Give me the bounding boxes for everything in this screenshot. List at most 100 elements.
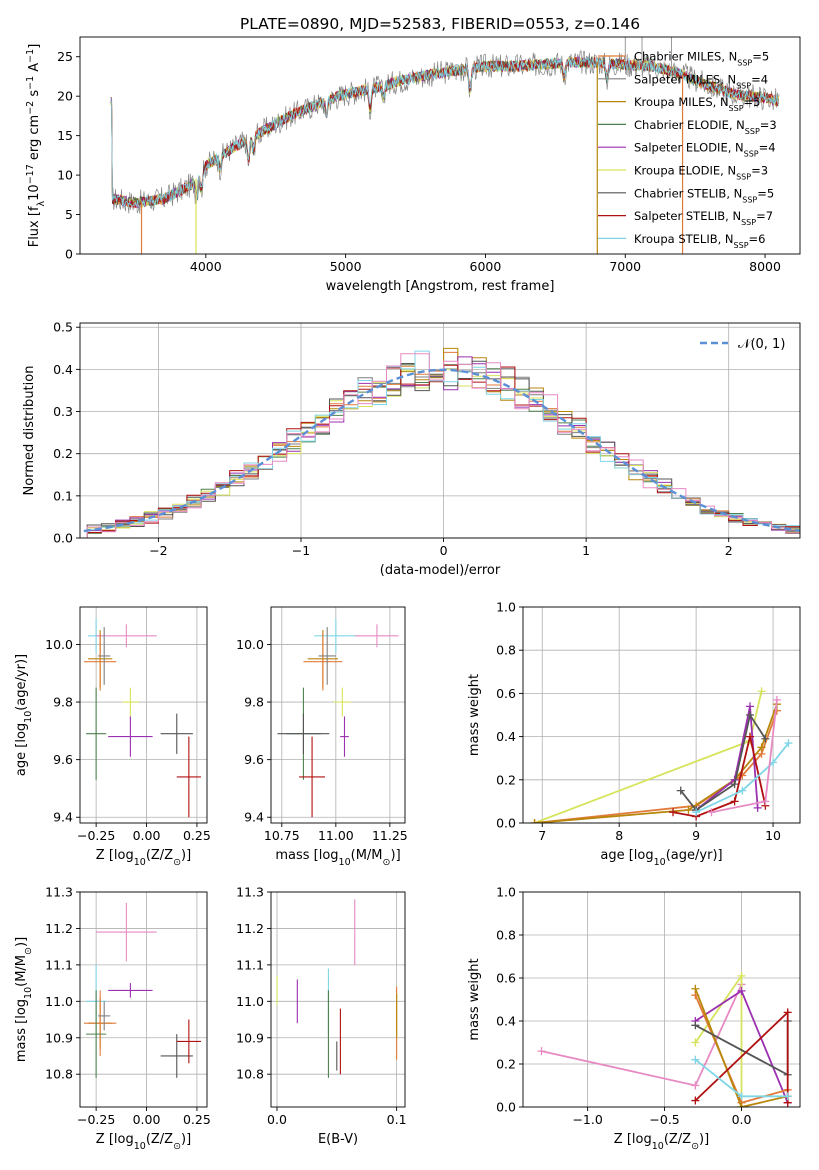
spectrum-legend-label-part: Kroupa STELIB, N xyxy=(634,232,734,246)
spectrum-ylabel-part: −1 xyxy=(25,49,36,63)
mass_weight_vs_Z-xtick-label: −1.0 xyxy=(572,1112,602,1127)
mass_vs_ebv-frame xyxy=(270,891,406,1108)
mass_weight_vs_age-xtick-label: 10 xyxy=(765,828,781,843)
age_vs_mass-xlabel-part: mass [log xyxy=(275,848,338,863)
residuals-xtick-label: 0 xyxy=(440,543,448,558)
spectrum-ylabel-part: ] xyxy=(27,44,42,49)
mass_weight_vs_age-marker xyxy=(738,786,747,795)
spectrum-ylabel-part: Flux [f xyxy=(27,206,42,247)
mass_vs_Z-xtick-label: 0.25 xyxy=(183,1112,211,1127)
mass_weight_vs_Z-marker xyxy=(737,986,746,995)
mass_weight_vs_age-xlabel-part: (age/yr)] xyxy=(666,848,723,863)
mass_weight_vs_Z-marker xyxy=(737,971,746,980)
mass_vs_Z-ytick-label: 11.2 xyxy=(45,921,73,936)
mass_weight_vs_Z-ytick-label: 1.0 xyxy=(496,885,516,900)
mass_vs_ebv-xlabel: E(B-V) xyxy=(318,1132,358,1147)
age_vs_Z-ylabel-part: 10 xyxy=(23,711,34,723)
mass_vs_Z-ytick-label: 11.3 xyxy=(45,885,73,900)
mass_vs_Z-ylabel-part: ⊙ xyxy=(23,947,34,955)
mass_vs_ebv-ytick-label: 11.1 xyxy=(236,957,264,972)
age_vs_Z-errorbar-point xyxy=(176,736,201,818)
spectrum-xtick-label: 5000 xyxy=(330,259,362,274)
spectrum-ytick-label: 5 xyxy=(65,207,73,222)
age_vs_mass-errorbar-point xyxy=(355,624,399,648)
spectrum-legend-label-part: SSP xyxy=(745,126,760,135)
spectrum-ytick-label: 10 xyxy=(57,168,73,183)
age_vs_mass-errorbar-point xyxy=(299,736,326,818)
spectrum-xtick-label: 8000 xyxy=(749,259,781,274)
spectrum-legend-label-part: SSP xyxy=(736,81,751,90)
spectrum-xlabel: wavelength [Angstrom, rest frame] xyxy=(326,279,555,294)
mass_vs_Z-ylabel-part: (M/M xyxy=(14,955,29,987)
spectrum-ylabel-part: s xyxy=(27,90,42,101)
spectrum-ylabel-part: λ xyxy=(36,200,47,206)
age_vs_mass-xlabel-part: (M/M xyxy=(351,848,383,863)
mass_weight_vs_age-marker xyxy=(730,797,739,806)
age_vs_mass-xlabel-part: ⊙ xyxy=(383,857,391,868)
spectrum-xtick-label: 7000 xyxy=(609,259,641,274)
mass_vs_Z-axes: −0.25 0.00 0.25 10.8 10.9 11.0 11.1 11.2 11.3 Z [… xyxy=(14,885,211,1152)
spectrum-legend-label-part: =4 xyxy=(751,72,768,86)
spectrum-legend-label-part: SSP xyxy=(736,172,751,181)
mass_weight_vs_Z-xlabel-part: (Z/Z xyxy=(664,1132,691,1147)
spectrum-legend-label-part: SSP xyxy=(729,104,744,113)
mass_vs_Z-xtick-label: 0.00 xyxy=(133,1112,161,1127)
mass_weight_vs_age-xlabel-part: age [log xyxy=(600,848,653,863)
age_vs_mass-xtick-label: 11.00 xyxy=(318,828,354,843)
spectrum-ylabel-part: −1 xyxy=(25,76,36,90)
spectrum-ylabel-part: erg cm xyxy=(27,115,42,164)
mass_weight_vs_age-marker xyxy=(745,732,754,741)
mass_vs_ebv-axes: 0.0 0.1 10.8 10.9 11.0 11.1 11.2 11.3 E(B-V) xyxy=(236,885,406,1148)
mass_weight_vs_age-xtick-label: 7 xyxy=(538,828,546,843)
residuals-ytick-label: 0.1 xyxy=(53,488,73,503)
age_vs_Z-frame xyxy=(79,606,208,824)
mass_weight_vs_Z-marker xyxy=(737,1103,746,1107)
residuals-legend: 𝒩(0, 1) xyxy=(700,337,785,352)
mass_weight_vs_Z-marker xyxy=(691,1055,700,1064)
mass_weight_vs_Z-axes: −1.0 −0.5 0.0 0.0 0.2 0.4 0.6 0.8 1.0 Z [log10(Z/… xyxy=(467,885,801,1152)
mass_weight_vs_age-marker xyxy=(761,734,770,743)
age_vs_Z-ytick-label: 9.8 xyxy=(53,695,73,710)
spectrum-legend-label-part: Salpeter STELIB, N xyxy=(634,209,741,223)
spectrum-legend-label: Kroupa STELIB, NSSP=6 xyxy=(634,232,765,250)
mass_weight_vs_age-marker xyxy=(530,819,539,823)
mass_vs_Z-ylabel-part: mass [log xyxy=(14,999,29,1062)
spectrum-legend-label-part: =7 xyxy=(756,209,773,223)
spectrum-legend-label-part: Salpeter ELODIE, N xyxy=(634,141,744,155)
spectrum-ylabel: Flux [fλ10−17 erg cm−2 s−1 A−1] xyxy=(25,44,47,248)
spectrum-legend-label: Kroupa MILES, NSSP=5 xyxy=(634,95,760,113)
mass_weight_vs_Z-marker xyxy=(691,1021,700,1030)
mass_vs_ebv-xtick-label: 0.1 xyxy=(387,1112,407,1127)
mass_weight_vs_age-ytick-label: 0.6 xyxy=(496,686,516,701)
mass_weight_vs_Z-xtick-label: 0.0 xyxy=(732,1112,752,1127)
age_vs_mass-frame xyxy=(270,606,406,824)
mass_vs_Z-xlabel: Z [log10(Z/Z⊙)] xyxy=(96,1132,191,1152)
mass_weight_vs_age-marker xyxy=(692,808,701,817)
residuals-axes: −2 −1 0 1 2 0.0 0.1 0.2 0.3 0.4 0.5 (data-model)/er… xyxy=(22,320,801,578)
spectrum-legend-label-part: =6 xyxy=(749,232,766,246)
spectrum-legend-label-part: =3 xyxy=(751,164,768,178)
spectrum-legend-label-part: Chabrier MILES, N xyxy=(634,50,737,64)
spectrum-legend-label-part: SSP xyxy=(742,195,757,204)
age_vs_mass-xlabel-part: )] xyxy=(391,848,401,863)
mass_weight_vs_age-marker xyxy=(753,803,762,812)
age_vs_Z-xlabel-part: (Z/Z xyxy=(146,848,173,863)
age_vs_mass-axes: 10.75 11.00 11.25 9.4 9.6 9.8 10.0 mass [log10(… xyxy=(236,606,408,868)
age_vs_Z-xlabel-part: ⊙ xyxy=(173,857,181,868)
spectrum-legend-label-part: SSP xyxy=(741,218,756,227)
spectrum-frame xyxy=(79,36,801,255)
mass_weight_vs_age-marker xyxy=(676,786,685,795)
spectrum-legend-label-part: Chabrier ELODIE, N xyxy=(634,118,745,132)
mass_weight_vs_Z-marker xyxy=(537,1047,546,1056)
age_vs_mass-errorbar-point xyxy=(314,618,358,654)
spectrum-legend-label-part: =5 xyxy=(752,50,769,64)
residuals-ytick-label: 0.2 xyxy=(53,446,73,461)
spectrum-ytick-label: 20 xyxy=(57,89,73,104)
mass_weight_vs_Z-marker xyxy=(783,1008,792,1017)
age_vs_Z-xlabel: Z [log10(Z/Z⊙)] xyxy=(96,848,191,868)
mass_vs_Z-xlabel-part: ⊙ xyxy=(173,1141,181,1152)
age_vs_Z-ytick-label: 9.6 xyxy=(53,752,73,767)
mass_weight_vs_Z-ytick-label: 0.6 xyxy=(496,971,516,986)
